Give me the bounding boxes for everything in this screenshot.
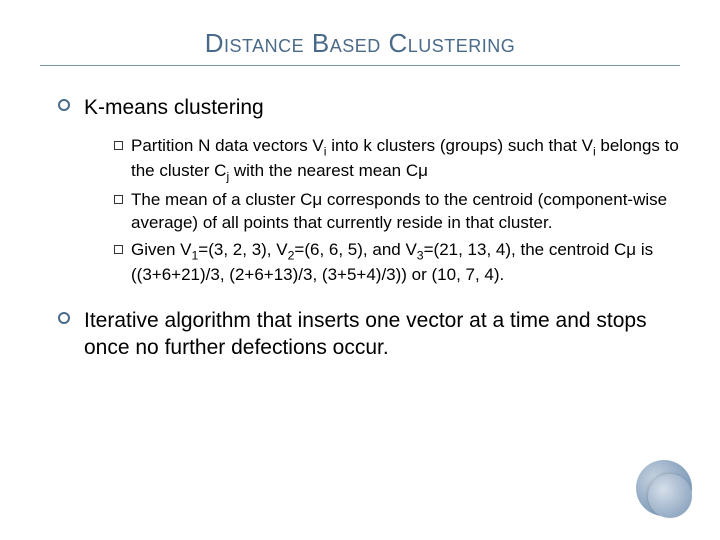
sub-list: Partition N data vectors Vi into k clust… [114,135,680,287]
bullet-text: The mean of a cluster Cμ corresponds to … [131,189,680,235]
list-item: K-means clustering [58,94,680,121]
bullet-text: Partition N data vectors Vi into k clust… [131,135,680,185]
decorative-circle-icon [636,460,692,516]
decorative-circle-inner-icon [648,474,692,518]
ring-bullet-icon [58,99,70,111]
square-bullet-icon [114,245,123,254]
title-underline [40,65,680,66]
square-bullet-icon [114,195,123,204]
slide-title: Distance Based Clustering [40,28,680,59]
content-area: K-means clustering Partition N data vect… [40,94,680,361]
list-item: Iterative algorithm that inserts one vec… [58,307,680,362]
list-item: The mean of a cluster Cμ corresponds to … [114,189,680,235]
list-item: Partition N data vectors Vi into k clust… [114,135,680,185]
bullet-text: Iterative algorithm that inserts one vec… [84,307,680,362]
bullet-text: K-means clustering [84,94,264,121]
bullet-text: Given V1=(3, 2, 3), V2=(6, 6, 5), and V3… [131,239,680,287]
ring-bullet-icon [58,312,70,324]
square-bullet-icon [114,141,123,150]
list-item: Given V1=(3, 2, 3), V2=(6, 6, 5), and V3… [114,239,680,287]
slide-container: Distance Based Clustering K-means cluste… [0,0,720,540]
